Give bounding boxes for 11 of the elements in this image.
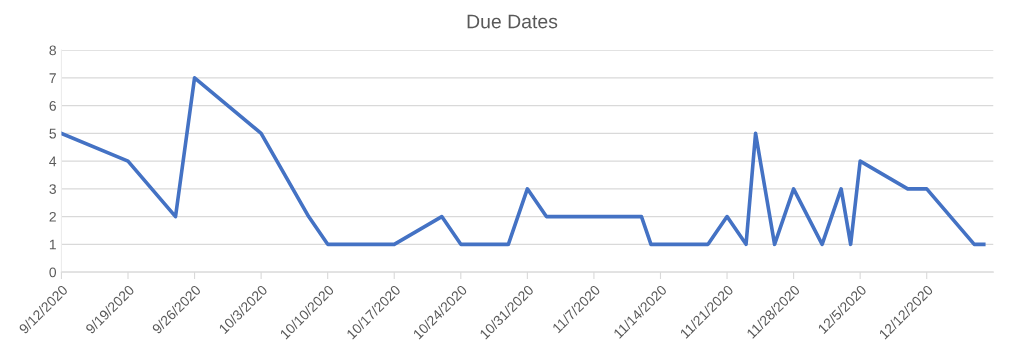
y-tick-label: 7 xyxy=(49,73,56,83)
y-tick-label: 8 xyxy=(49,45,56,56)
y-tick-label: 6 xyxy=(49,100,56,111)
y-tick-label: 1 xyxy=(49,239,56,250)
line-series xyxy=(61,76,986,247)
y-tick-label: 4 xyxy=(49,156,57,167)
y-tick-label: 3 xyxy=(49,184,56,195)
y-tick-label: 2 xyxy=(49,211,56,222)
chart-title: Due Dates xyxy=(467,14,558,29)
y-tick-label: 5 xyxy=(49,128,56,139)
y-tick-label: 0 xyxy=(49,267,57,278)
